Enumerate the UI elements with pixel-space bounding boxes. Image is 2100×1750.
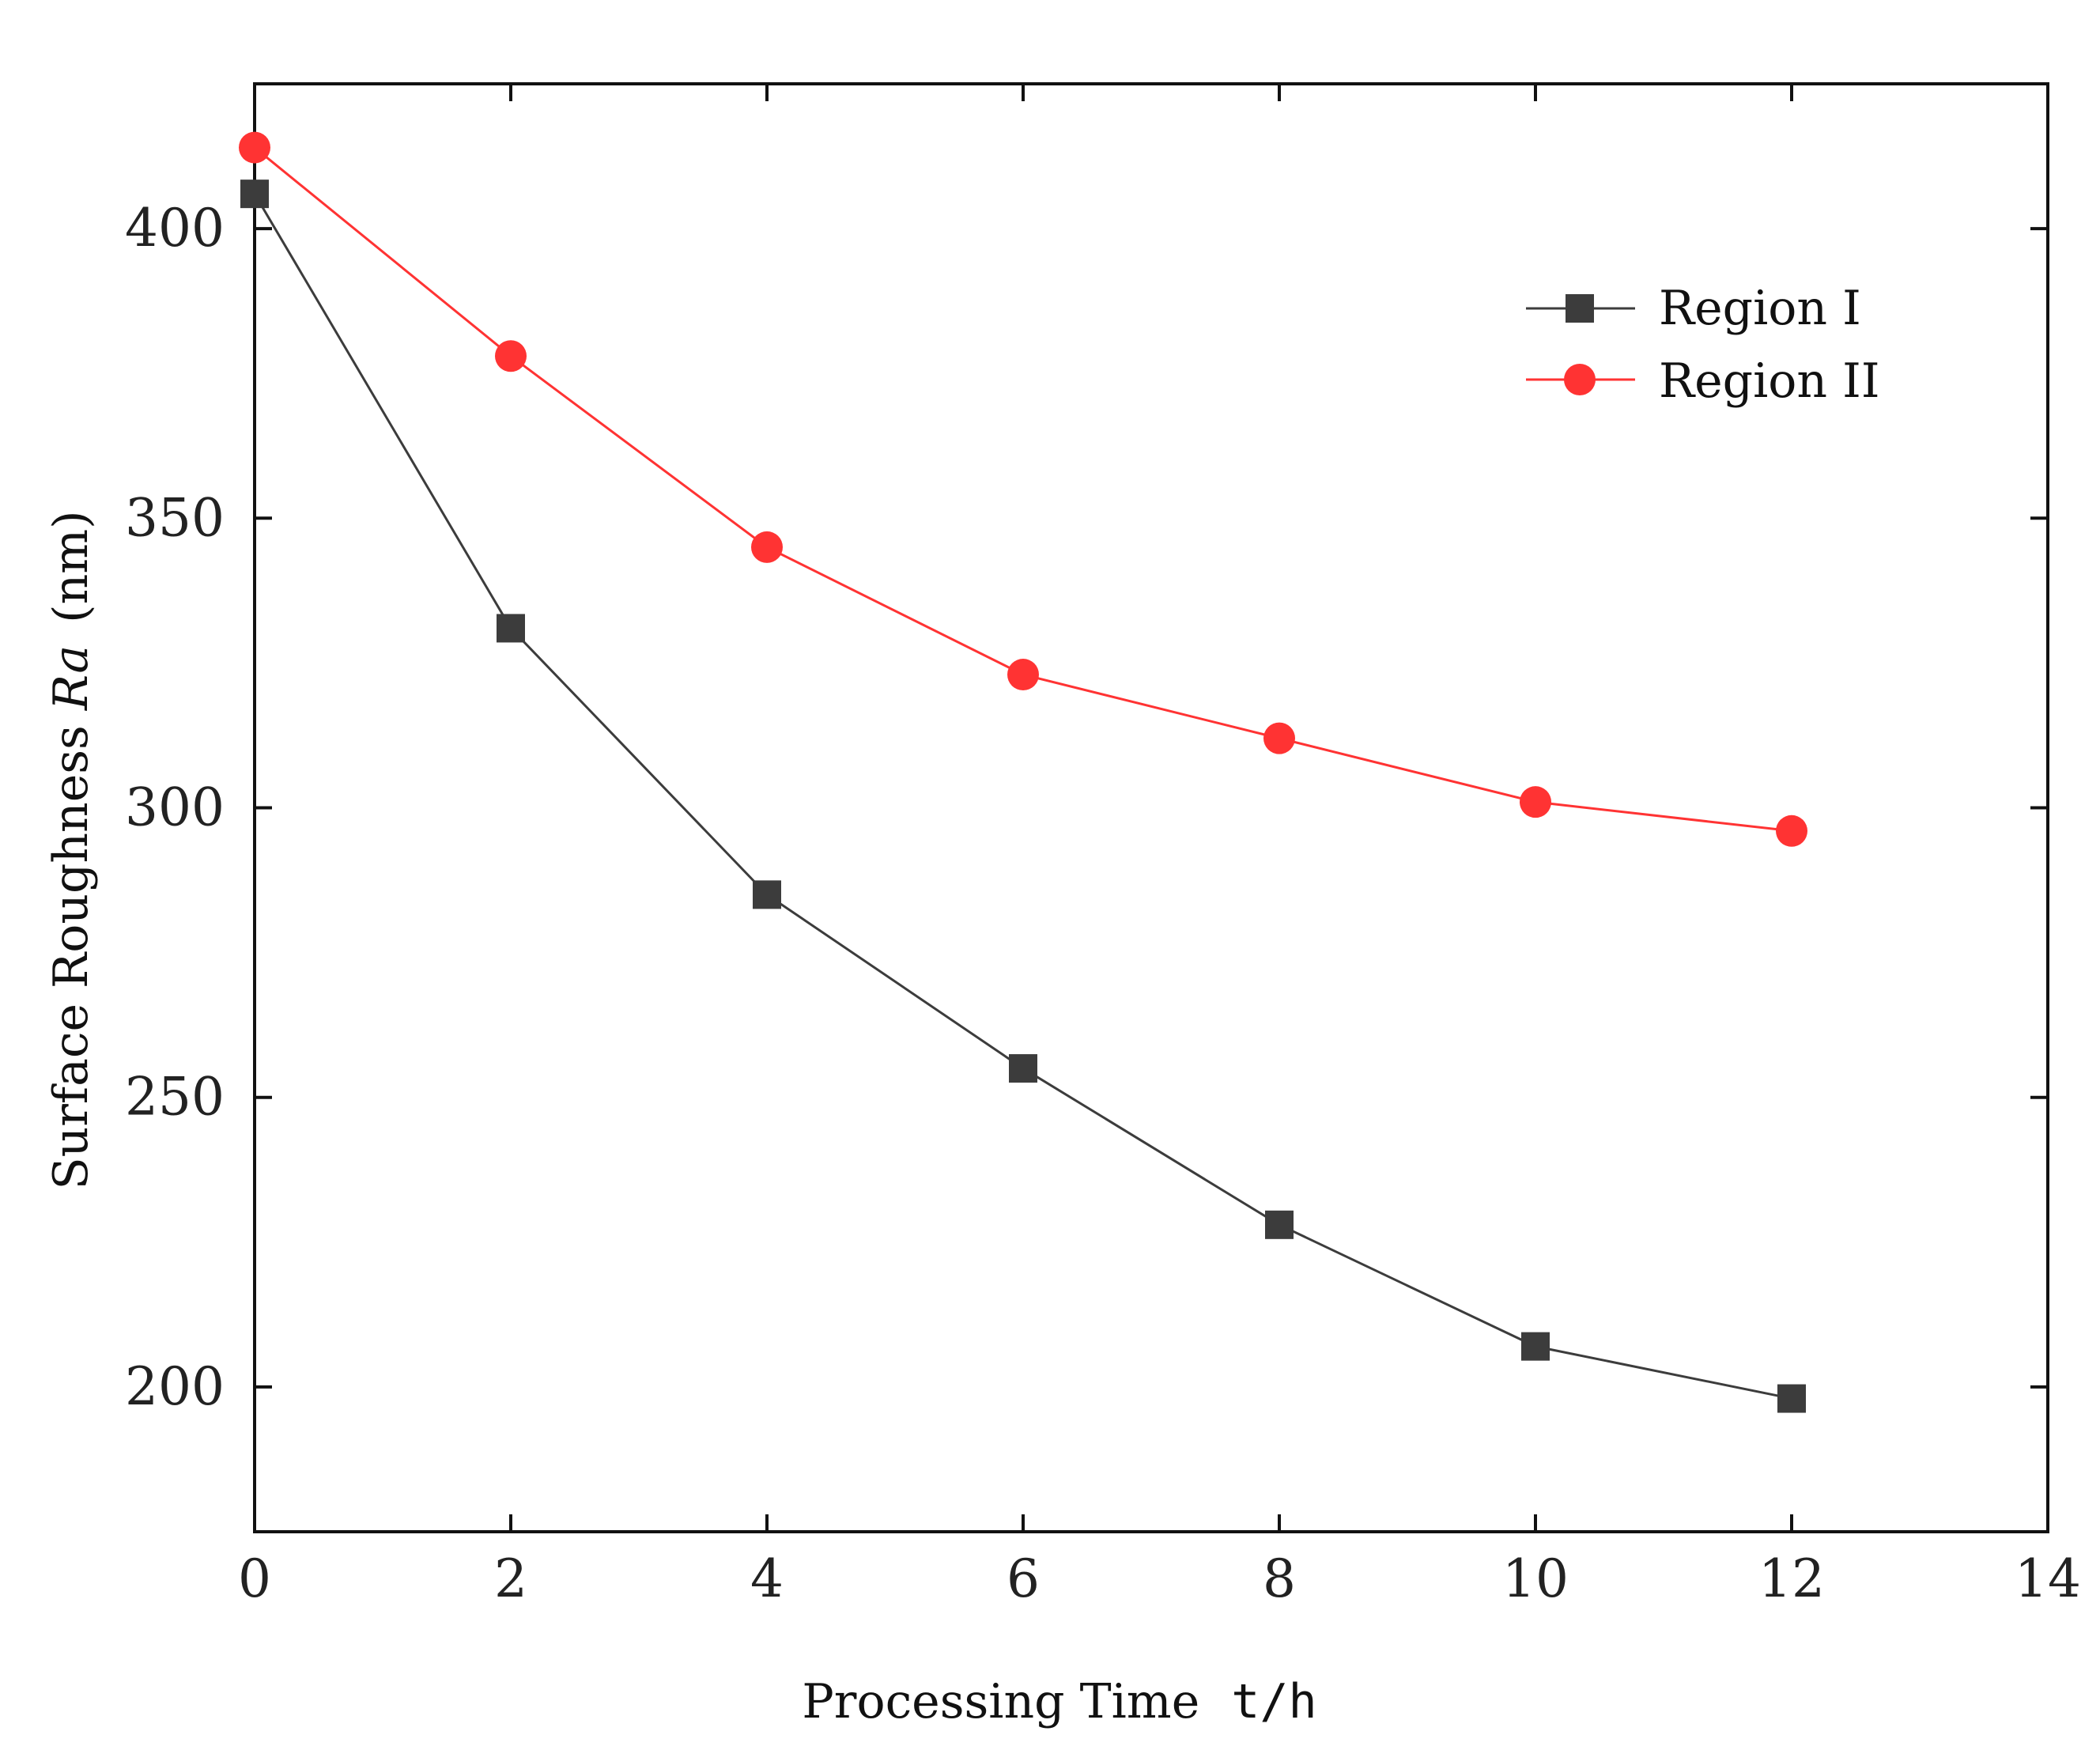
x-tick-label: 12: [1758, 1548, 1825, 1609]
x-tick-label: 10: [1502, 1548, 1569, 1609]
series-2: [239, 131, 1807, 847]
legend: Region I Region II: [1526, 281, 1880, 409]
series-layer: [239, 131, 1807, 1413]
y-tick-label: 300: [125, 777, 225, 838]
data-point-region-2: [1263, 722, 1295, 754]
series-1: [240, 180, 1806, 1413]
y-tick-label: 200: [125, 1356, 225, 1417]
data-point-region-1: [1777, 1384, 1806, 1413]
data-point-region-1: [753, 880, 781, 909]
y-tick-label: 400: [125, 198, 225, 259]
y-tick-label: 250: [125, 1067, 225, 1128]
data-point-region-2: [1007, 659, 1039, 691]
x-tick-label: 0: [238, 1548, 271, 1609]
data-point-region-2: [239, 131, 270, 164]
x-axis-unit: t/h: [1231, 1674, 1316, 1729]
data-point-region-2: [1776, 815, 1807, 847]
data-point-region-2: [1520, 786, 1551, 818]
legend-label-region-2: Region II: [1659, 353, 1880, 409]
y-axis-symbol: Ra: [43, 645, 99, 711]
legend-marker-region-2: [1564, 364, 1596, 395]
x-axis-label: Processing Time: [802, 1674, 1199, 1729]
data-point-region-1: [1265, 1210, 1294, 1239]
y-axis-label: Surface Roughness: [43, 710, 99, 1189]
y-axis-title: Surface Roughness Ra (nm): [43, 510, 99, 1189]
axis-ticks: 0 2 4 6 8 10 12 14 200 250 300 350 400: [125, 84, 2081, 1609]
x-tick-label: 2: [494, 1548, 527, 1609]
data-point-region-1: [1521, 1332, 1550, 1361]
x-tick-label: 8: [1263, 1548, 1296, 1609]
data-point-region-1: [1009, 1054, 1037, 1083]
x-tick-label: 14: [2015, 1548, 2081, 1609]
data-point-region-2: [495, 340, 527, 372]
data-point-region-2: [751, 531, 783, 563]
legend-label-region-1: Region I: [1659, 281, 1861, 336]
y-tick-label: 350: [125, 487, 225, 548]
x-tick-label: 4: [750, 1548, 784, 1609]
legend-marker-region-1: [1566, 294, 1594, 323]
data-point-region-1: [497, 614, 525, 643]
y-axis-unit: (nm): [43, 510, 99, 622]
x-tick-label: 6: [1007, 1548, 1040, 1609]
x-axis-title: Processing Time t/h: [802, 1674, 1316, 1729]
data-point-region-1: [240, 180, 269, 209]
